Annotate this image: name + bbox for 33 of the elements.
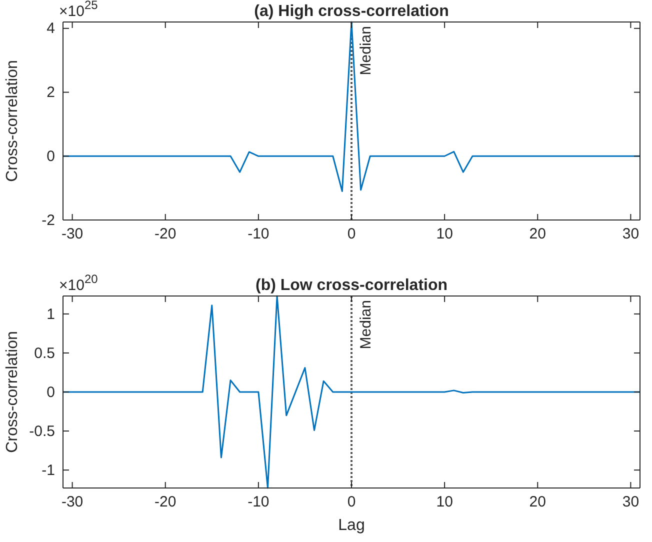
text: ×10$^{20}$ bbox=[59, 272, 98, 294]
text: ×10$^{25}$ bbox=[59, 0, 98, 20]
x-tick-label: -10 bbox=[248, 226, 270, 243]
x-tick-label: -20 bbox=[154, 494, 176, 511]
line-series bbox=[63, 295, 640, 489]
y-axis-title: Cross-correlation bbox=[4, 331, 21, 453]
y-tick-label: -2 bbox=[42, 212, 55, 229]
x-tick-label: 10 bbox=[436, 226, 453, 243]
y-axis-title: Cross-correlation bbox=[4, 60, 21, 182]
x-tick-label: 30 bbox=[622, 494, 640, 511]
x-tick-label: -30 bbox=[61, 494, 84, 511]
chart-title: (a) High cross-correlation bbox=[254, 3, 449, 20]
x-tick-label: 0 bbox=[347, 494, 356, 511]
x-tick-label: 20 bbox=[529, 494, 546, 511]
chart-title: (b) Low cross-correlation bbox=[255, 277, 448, 294]
ref-line-label: Median bbox=[358, 300, 374, 350]
x-tick-label: 20 bbox=[529, 226, 546, 243]
y-tick-label: 4 bbox=[46, 20, 55, 38]
y-tick-label: 0 bbox=[46, 148, 55, 165]
x-tick-label: -30 bbox=[61, 226, 84, 243]
x-tick-label: -10 bbox=[248, 494, 270, 511]
y-tick-label: -1 bbox=[42, 462, 55, 479]
y-tick-label: 2 bbox=[46, 84, 55, 102]
x-tick-label: -20 bbox=[154, 226, 176, 243]
x-tick-label: 10 bbox=[436, 494, 453, 511]
y-tick-label: 0.5 bbox=[34, 344, 55, 362]
ref-line-label: Median bbox=[358, 26, 374, 76]
y-tick-label: 0 bbox=[46, 384, 55, 401]
x-axis-title: Lag bbox=[338, 517, 365, 534]
y-tick-label: 1 bbox=[46, 306, 55, 323]
y-tick-label: -0.5 bbox=[29, 422, 55, 440]
x-tick-label: 0 bbox=[347, 226, 356, 243]
x-tick-label: 30 bbox=[622, 226, 640, 243]
